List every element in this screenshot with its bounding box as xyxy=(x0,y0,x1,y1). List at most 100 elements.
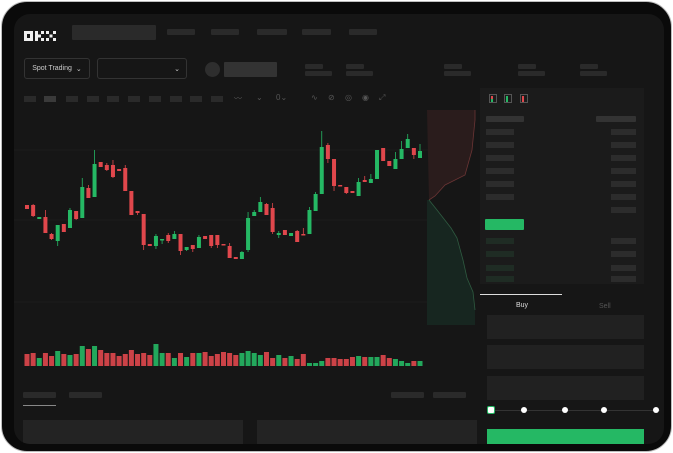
nav-item[interactable] xyxy=(349,29,377,35)
tab-sell[interactable]: Sell xyxy=(599,303,611,310)
draw-icon[interactable]: ⊘ xyxy=(328,93,335,102)
book-price[interactable] xyxy=(486,194,514,200)
volume-bar xyxy=(98,350,104,366)
volume-bar xyxy=(159,353,165,366)
price-input[interactable] xyxy=(487,315,644,339)
book-price[interactable] xyxy=(486,265,514,271)
last-price xyxy=(485,219,524,230)
book-price[interactable] xyxy=(486,129,514,135)
book-amount[interactable] xyxy=(611,251,636,257)
candle xyxy=(129,191,134,215)
book-amount[interactable] xyxy=(611,142,636,148)
book-amount[interactable] xyxy=(611,276,636,282)
book-bids-icon[interactable] xyxy=(504,94,512,103)
indicator-icon[interactable]: 〰 xyxy=(234,94,242,103)
book-price[interactable] xyxy=(486,155,514,161)
book-header-price xyxy=(486,116,524,122)
candle xyxy=(209,235,214,246)
nav-item[interactable] xyxy=(211,29,239,35)
slider-handle[interactable] xyxy=(487,406,495,414)
volume-bar xyxy=(313,363,319,366)
volume-bar xyxy=(141,353,147,366)
interval-button[interactable] xyxy=(190,96,202,102)
book-amount[interactable] xyxy=(611,194,636,200)
interval-button[interactable] xyxy=(66,96,78,102)
book-amount[interactable] xyxy=(611,265,636,271)
chart-type-icon[interactable]: ⌄ xyxy=(256,93,263,102)
book-amount[interactable] xyxy=(611,207,636,213)
pair-dropdown[interactable]: ⌄ xyxy=(97,58,187,79)
book-price[interactable] xyxy=(486,276,514,282)
interval-button[interactable] xyxy=(107,96,119,102)
book-amount[interactable] xyxy=(611,155,636,161)
filter-button[interactable] xyxy=(433,392,466,398)
volume-bar xyxy=(104,353,110,366)
volume-bar xyxy=(49,356,55,366)
amount-input[interactable] xyxy=(487,345,644,369)
tab-open-orders[interactable] xyxy=(23,392,56,398)
volume-bar xyxy=(300,354,306,366)
filter-button[interactable] xyxy=(391,392,424,398)
interval-button[interactable] xyxy=(128,96,140,102)
buy-submit-button[interactable] xyxy=(487,429,644,444)
book-asks-icon[interactable] xyxy=(520,94,528,103)
volume-bar xyxy=(263,352,269,366)
book-price[interactable] xyxy=(486,142,514,148)
candlestick-chart[interactable] xyxy=(14,14,434,384)
volume-bar xyxy=(343,359,349,366)
coin-icon xyxy=(205,62,220,77)
tab-history[interactable] xyxy=(69,392,102,398)
slider-mark-50[interactable] xyxy=(562,407,568,413)
slider-mark-25[interactable] xyxy=(521,407,527,413)
volume-bar xyxy=(276,355,282,366)
tab-buy[interactable]: Buy xyxy=(516,302,529,309)
book-price[interactable] xyxy=(486,181,514,187)
slider-mark-100[interactable] xyxy=(653,407,659,413)
candle xyxy=(141,214,146,245)
nav-item[interactable] xyxy=(257,29,287,35)
book-price[interactable] xyxy=(486,238,514,244)
camera-icon[interactable]: ◉ xyxy=(362,93,369,102)
volume-bar xyxy=(270,358,276,366)
book-amount[interactable] xyxy=(611,238,636,244)
volume-bar xyxy=(202,352,208,366)
book-amount[interactable] xyxy=(611,129,636,135)
stat-value xyxy=(580,71,607,76)
trade-mode-dropdown[interactable]: Spot Trading ⌄ xyxy=(24,58,90,79)
candle xyxy=(393,159,398,169)
search-bar[interactable] xyxy=(72,25,156,40)
candle xyxy=(307,210,312,234)
book-price[interactable] xyxy=(486,168,514,174)
book-amount[interactable] xyxy=(611,181,636,187)
volume-bar xyxy=(245,351,251,366)
interval-button[interactable] xyxy=(24,96,36,102)
candle xyxy=(67,210,72,228)
interval-button[interactable] xyxy=(44,96,56,102)
slider-mark-75[interactable] xyxy=(601,407,607,413)
volume-bar xyxy=(67,355,73,366)
interval-button[interactable] xyxy=(149,96,161,102)
interval-button[interactable] xyxy=(87,96,99,102)
interval-button[interactable] xyxy=(170,96,182,102)
leverage-slider-track[interactable] xyxy=(492,410,660,411)
fullscreen-icon[interactable]: ⤢ xyxy=(379,93,386,102)
candle xyxy=(215,235,220,245)
line-icon[interactable]: ∿ xyxy=(311,93,318,102)
candle xyxy=(196,237,201,248)
book-both-icon[interactable] xyxy=(489,94,497,103)
volume-bar xyxy=(214,354,220,366)
candle xyxy=(258,202,263,212)
interval-button[interactable] xyxy=(211,96,223,102)
settings-icon[interactable]: 0⌄ xyxy=(276,93,288,102)
nav-item[interactable] xyxy=(302,29,331,35)
orders-panel xyxy=(23,420,243,444)
candle xyxy=(313,194,318,211)
book-amount[interactable] xyxy=(611,168,636,174)
target-icon[interactable]: ◎ xyxy=(345,93,352,102)
candle xyxy=(344,187,349,193)
book-price[interactable] xyxy=(486,251,514,257)
total-input[interactable] xyxy=(487,376,644,400)
volume-bar xyxy=(392,359,398,366)
nav-item[interactable] xyxy=(167,29,195,35)
chevron-down-icon: ⌄ xyxy=(174,65,180,73)
